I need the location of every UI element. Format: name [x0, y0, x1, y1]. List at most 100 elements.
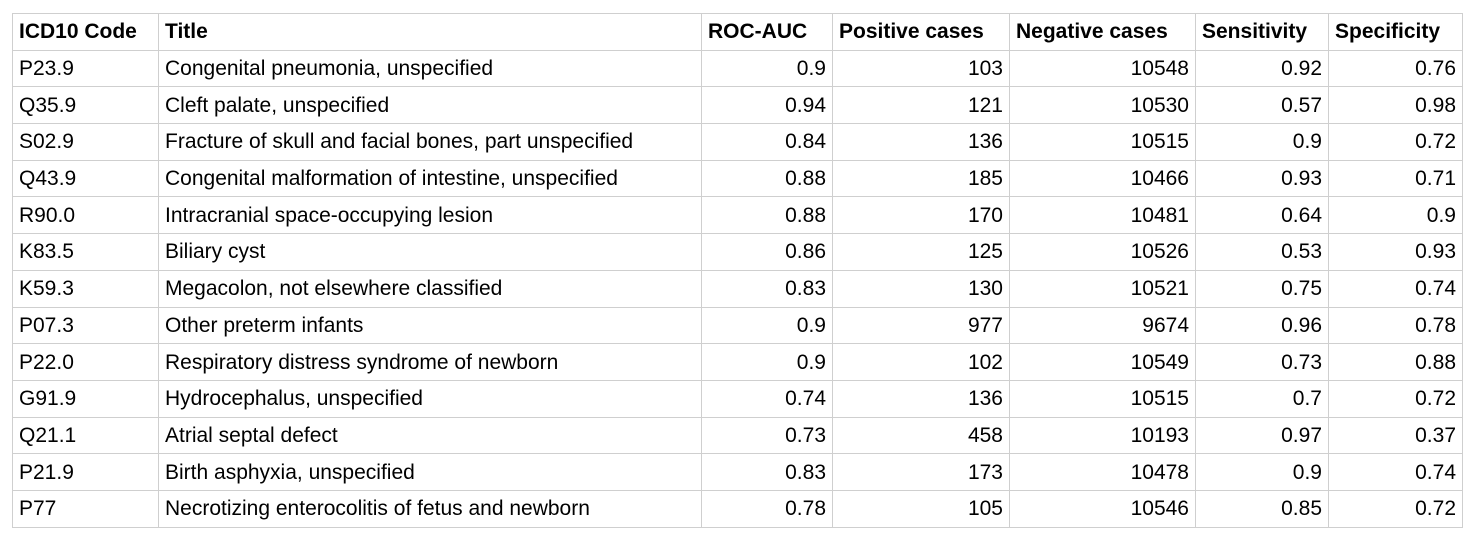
column-header-sensitivity: Sensitivity	[1195, 13, 1329, 51]
cell-sensitivity: 0.96	[1195, 306, 1329, 345]
cell-roc-auc: 0.78	[701, 489, 833, 528]
cell-title: Fracture of skull and facial bones, part…	[158, 123, 702, 161]
cell-specificity: 0.88	[1328, 343, 1463, 381]
cell-positive-cases: 103	[832, 49, 1010, 88]
table-row: R90.0 Intracranial space-occupying lesion…	[12, 196, 1463, 235]
cell-negative-cases: 10549	[1009, 343, 1196, 381]
cell-roc-auc: 0.73	[701, 416, 833, 455]
cell-sensitivity: 0.9	[1195, 123, 1329, 161]
table-row: P21.9 Birth asphyxia, unspecified 0.83 173 1…	[12, 453, 1463, 491]
cell-negative-cases: 10515	[1009, 123, 1196, 161]
cell-negative-cases: 10548	[1009, 49, 1196, 88]
cell-roc-auc: 0.9	[701, 49, 833, 88]
table-row: G91.9 Hydrocephalus, unspecified 0.74 136 10…	[12, 379, 1463, 418]
table-row: S02.9 Fracture of skull and facial bones,…	[12, 123, 1463, 161]
table-row: K59.3 Megacolon, not elsewhere classified…	[12, 269, 1463, 308]
column-header-specificity: Specificity	[1328, 13, 1463, 51]
cell-title: Birth asphyxia, unspecified	[158, 453, 702, 491]
table-row: Q43.9 Congenital malformation of intestin…	[12, 159, 1463, 198]
cell-sensitivity: 0.75	[1195, 269, 1329, 308]
cell-positive-cases: 185	[832, 159, 1010, 198]
cell-roc-auc: 0.88	[701, 159, 833, 198]
cell-specificity: 0.9	[1328, 196, 1463, 235]
cell-title: Congenital malformation of intestine, un…	[158, 159, 702, 198]
cell-negative-cases: 10193	[1009, 416, 1196, 455]
cell-positive-cases: 105	[832, 489, 1010, 528]
cell-specificity: 0.76	[1328, 49, 1463, 88]
cell-specificity: 0.74	[1328, 453, 1463, 491]
table-row: P23.9 Congenital pneumonia, unspecified 0.…	[12, 49, 1463, 88]
cell-negative-cases: 10481	[1009, 196, 1196, 235]
cell-positive-cases: 130	[832, 269, 1010, 308]
cell-title: Atrial septal defect	[158, 416, 702, 455]
cell-code: P07.3	[12, 306, 159, 345]
cell-negative-cases: 10515	[1009, 379, 1196, 418]
cell-specificity: 0.72	[1328, 489, 1463, 528]
cell-sensitivity: 0.9	[1195, 453, 1329, 491]
cell-negative-cases: 10530	[1009, 86, 1196, 125]
cell-specificity: 0.72	[1328, 379, 1463, 418]
cell-specificity: 0.74	[1328, 269, 1463, 308]
cell-roc-auc: 0.83	[701, 453, 833, 491]
cell-code: Q43.9	[12, 159, 159, 198]
header-row: ICD10 Code Title ROC-AUC Positive cases …	[12, 13, 1463, 51]
table-container: ICD10 Code Title ROC-AUC Positive cases …	[12, 13, 1463, 528]
cell-negative-cases: 10478	[1009, 453, 1196, 491]
cell-code: P77	[12, 489, 159, 528]
cell-negative-cases: 10546	[1009, 489, 1196, 528]
table-row: P07.3 Other preterm infants 0.9 977 9674 0.96…	[12, 306, 1463, 345]
cell-code: P21.9	[12, 453, 159, 491]
cell-positive-cases: 102	[832, 343, 1010, 381]
cell-code: K59.3	[12, 269, 159, 308]
cell-title: Respiratory distress syndrome of newborn	[158, 343, 702, 381]
cell-specificity: 0.93	[1328, 233, 1463, 271]
cell-code: G91.9	[12, 379, 159, 418]
cell-title: Cleft palate, unspecified	[158, 86, 702, 125]
cell-sensitivity: 0.85	[1195, 489, 1329, 528]
cell-title: Other preterm infants	[158, 306, 702, 345]
cell-sensitivity: 0.57	[1195, 86, 1329, 125]
table-row: Q21.1 Atrial septal defect 0.73 458 10193 0.9…	[12, 416, 1463, 455]
cell-title: Necrotizing enterocolitis of fetus and n…	[158, 489, 702, 528]
table-row: K83.5 Biliary cyst 0.86 125 10526 0.53 0.93	[12, 233, 1463, 271]
cell-sensitivity: 0.7	[1195, 379, 1329, 418]
cell-sensitivity: 0.73	[1195, 343, 1329, 381]
cell-positive-cases: 136	[832, 379, 1010, 418]
table-row: P77 Necrotizing enterocolitis of fetus an…	[12, 489, 1463, 528]
cell-positive-cases: 125	[832, 233, 1010, 271]
cell-title: Hydrocephalus, unspecified	[158, 379, 702, 418]
column-header-positive-cases: Positive cases	[832, 13, 1010, 51]
cell-roc-auc: 0.9	[701, 306, 833, 345]
column-header-icd10-code: ICD10 Code	[12, 13, 159, 51]
cell-positive-cases: 170	[832, 196, 1010, 235]
cell-negative-cases: 10526	[1009, 233, 1196, 271]
cell-roc-auc: 0.88	[701, 196, 833, 235]
cell-sensitivity: 0.97	[1195, 416, 1329, 455]
cell-code: S02.9	[12, 123, 159, 161]
table-row: Q35.9 Cleft palate, unspecified 0.94 121 105…	[12, 86, 1463, 125]
cell-sensitivity: 0.93	[1195, 159, 1329, 198]
cell-roc-auc: 0.83	[701, 269, 833, 308]
cell-code: P22.0	[12, 343, 159, 381]
column-header-title: Title	[158, 13, 702, 51]
cell-code: R90.0	[12, 196, 159, 235]
cell-sensitivity: 0.92	[1195, 49, 1329, 88]
cell-title: Congenital pneumonia, unspecified	[158, 49, 702, 88]
cell-negative-cases: 10521	[1009, 269, 1196, 308]
cell-code: K83.5	[12, 233, 159, 271]
cell-sensitivity: 0.64	[1195, 196, 1329, 235]
cell-code: Q21.1	[12, 416, 159, 455]
cell-specificity: 0.37	[1328, 416, 1463, 455]
cell-code: P23.9	[12, 49, 159, 88]
cell-title: Intracranial space-occupying lesion	[158, 196, 702, 235]
cell-code: Q35.9	[12, 86, 159, 125]
cell-sensitivity: 0.53	[1195, 233, 1329, 271]
cell-specificity: 0.72	[1328, 123, 1463, 161]
cell-specificity: 0.98	[1328, 86, 1463, 125]
cell-positive-cases: 121	[832, 86, 1010, 125]
cell-roc-auc: 0.9	[701, 343, 833, 381]
cell-title: Biliary cyst	[158, 233, 702, 271]
cell-positive-cases: 173	[832, 453, 1010, 491]
cell-title: Megacolon, not elsewhere classified	[158, 269, 702, 308]
table-body: P23.9 Congenital pneumonia, unspecified 0.…	[12, 49, 1463, 528]
